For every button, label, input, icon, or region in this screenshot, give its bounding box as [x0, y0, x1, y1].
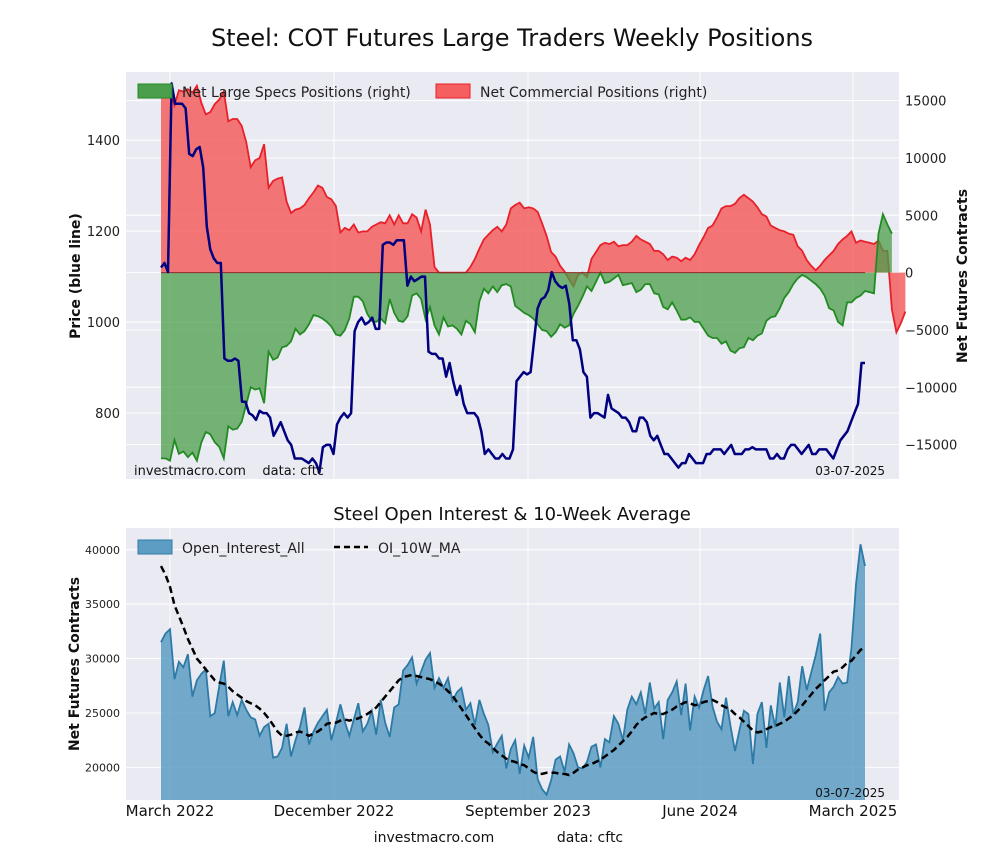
- top-marks: [160, 82, 907, 474]
- bottom-y-tick-label: 35000: [85, 598, 120, 611]
- legend-label-specs: Net Large Specs Positions (right): [182, 85, 411, 101]
- top-source-label: investmacro.com data: cftc: [134, 464, 324, 479]
- bottom-marks: [159, 544, 866, 800]
- bottom-legend: Open_Interest_All OI_10W_MA: [137, 539, 461, 557]
- bottom-grid: [126, 528, 899, 800]
- bottom-y-tick-label: 25000: [85, 707, 120, 720]
- footer-site: investmacro.com: [374, 830, 494, 846]
- top-axes: 800 1000 1200 1400 15000 10000 5000 0 −5000 −1000…: [87, 95, 957, 454]
- top-y-axis-label: Price (blue line): [68, 213, 84, 339]
- specs-area: [161, 214, 892, 461]
- bottom-chart-title: Steel Open Interest & 10-Week Average: [333, 504, 691, 525]
- open-interest-area: [161, 544, 865, 800]
- legend-swatch-commercial: [435, 83, 471, 99]
- figure-title: Steel: COT Futures Large Traders Weekly …: [211, 24, 813, 52]
- bottom-y-tick-label: 20000: [85, 761, 120, 774]
- legend-swatch-open-interest: [137, 539, 173, 555]
- ma-line: [159, 565, 866, 777]
- top-y2-tick-label: 0: [905, 267, 913, 282]
- footer-data: data: cftc: [557, 830, 623, 846]
- top-y-tick-label: 800: [95, 407, 120, 422]
- x-tick-label: September 2023: [465, 802, 591, 820]
- bottom-axes: 20000 25000 30000 35000 40000 March 2022 Decem…: [85, 544, 897, 820]
- top-y-tick-label: 1400: [87, 134, 120, 149]
- x-tick-label: March 2025: [809, 802, 898, 820]
- specs-line: [161, 211, 893, 464]
- top-y2-tick-label: −10000: [905, 381, 957, 396]
- legend-swatch-specs: [137, 83, 173, 99]
- top-y2-axis-label: Net Futures Contracts: [955, 189, 971, 363]
- top-y2-tick-label: 15000: [905, 95, 946, 110]
- top-chart: 800 1000 1200 1400 15000 10000 5000 0 −5000 −1000…: [68, 72, 971, 479]
- open-interest-line: [160, 544, 866, 797]
- legend-label-commercial: Net Commercial Positions (right): [480, 85, 707, 101]
- top-legend: Net Large Specs Positions (right) Net Co…: [137, 83, 707, 101]
- top-y2-tick-label: 10000: [905, 152, 946, 167]
- bottom-y-tick-label: 40000: [85, 544, 120, 557]
- top-date-label: 03-07-2025: [815, 464, 885, 478]
- top-y-tick-label: 1200: [87, 225, 120, 240]
- top-y2-tick-label: −15000: [905, 439, 957, 454]
- price-line: [160, 82, 865, 474]
- commercial-line: [160, 83, 907, 336]
- bottom-y-axis-label: Net Futures Contracts: [67, 577, 83, 751]
- x-tick-label: June 2024: [661, 802, 738, 820]
- legend-label-open-interest: Open_Interest_All: [182, 541, 305, 557]
- bottom-chart: 20000 25000 30000 35000 40000 March 2022 Decem…: [67, 528, 899, 820]
- top-y2-tick-label: −5000: [905, 324, 949, 339]
- x-tick-label: March 2022: [126, 802, 215, 820]
- top-y2-tick-label: 5000: [905, 209, 938, 224]
- top-y-tick-label: 1000: [87, 316, 120, 331]
- bottom-date-label: 03-07-2025: [815, 786, 885, 800]
- x-tick-label: December 2022: [274, 802, 395, 820]
- bottom-y-tick-label: 30000: [85, 653, 120, 666]
- legend-label-ma: OI_10W_MA: [378, 541, 461, 557]
